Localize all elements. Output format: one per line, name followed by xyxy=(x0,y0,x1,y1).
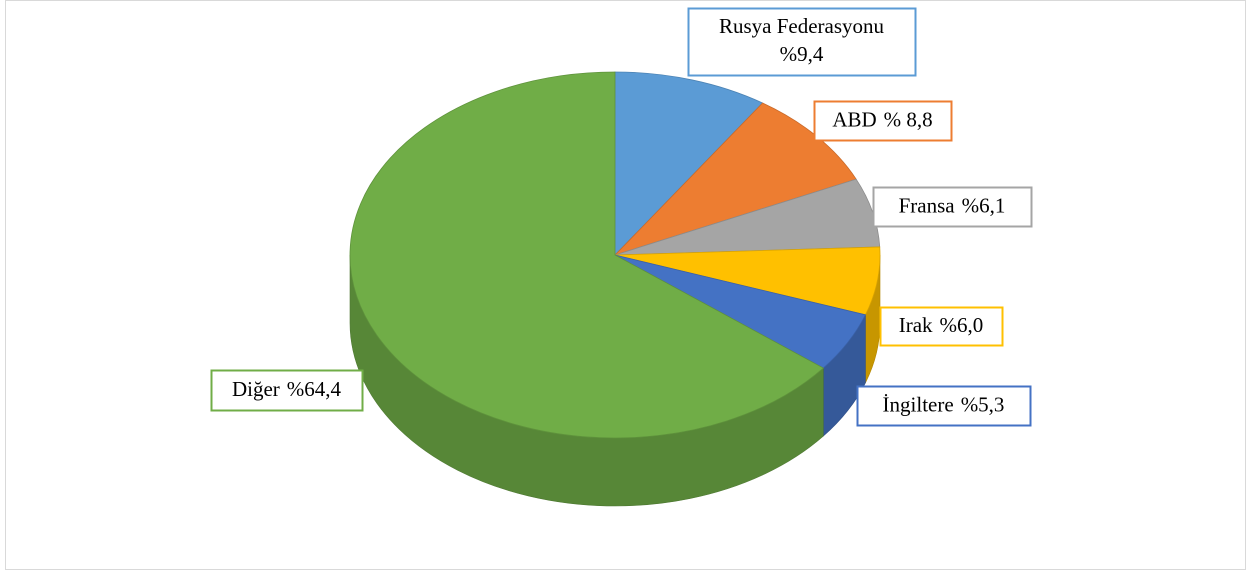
data-label: İngiltere %5,3 xyxy=(883,392,1005,416)
data-label: ABD % 8,8 xyxy=(832,107,932,131)
label-value: %9,4 xyxy=(780,42,824,66)
label-box xyxy=(872,186,1033,228)
label-box xyxy=(210,369,364,412)
label-category: İngiltere xyxy=(883,392,954,416)
label-category: Diğer xyxy=(232,377,280,401)
label-box xyxy=(687,7,917,77)
data-label: Irak %6,0 xyxy=(899,313,984,337)
label-category: Irak xyxy=(899,313,933,337)
label-value: % 8,8 xyxy=(884,107,933,131)
data-label: Fransa %6,1 xyxy=(899,193,1006,217)
label-box xyxy=(813,100,953,142)
pie-sides xyxy=(349,254,881,507)
label-value: %6,1 xyxy=(962,193,1006,217)
label-box xyxy=(856,385,1032,427)
label-category: ABD xyxy=(832,107,876,131)
label-category: Rusya Federasyonu xyxy=(719,14,885,38)
pie-tops xyxy=(349,71,881,439)
data-label: Diğer %64,4 xyxy=(232,377,342,401)
label-value: %6,0 xyxy=(940,313,984,337)
data-labels: Rusya Federasyonu %9,4 ABD % 8,8 Fransa %6,1 I… xyxy=(210,7,1033,427)
pie-slice xyxy=(349,71,825,439)
label-value: %64,4 xyxy=(287,377,342,401)
pie-slice xyxy=(614,71,764,256)
label-category: Fransa xyxy=(899,193,956,217)
label-box xyxy=(879,306,1004,347)
label-value: %5,3 xyxy=(961,392,1005,416)
